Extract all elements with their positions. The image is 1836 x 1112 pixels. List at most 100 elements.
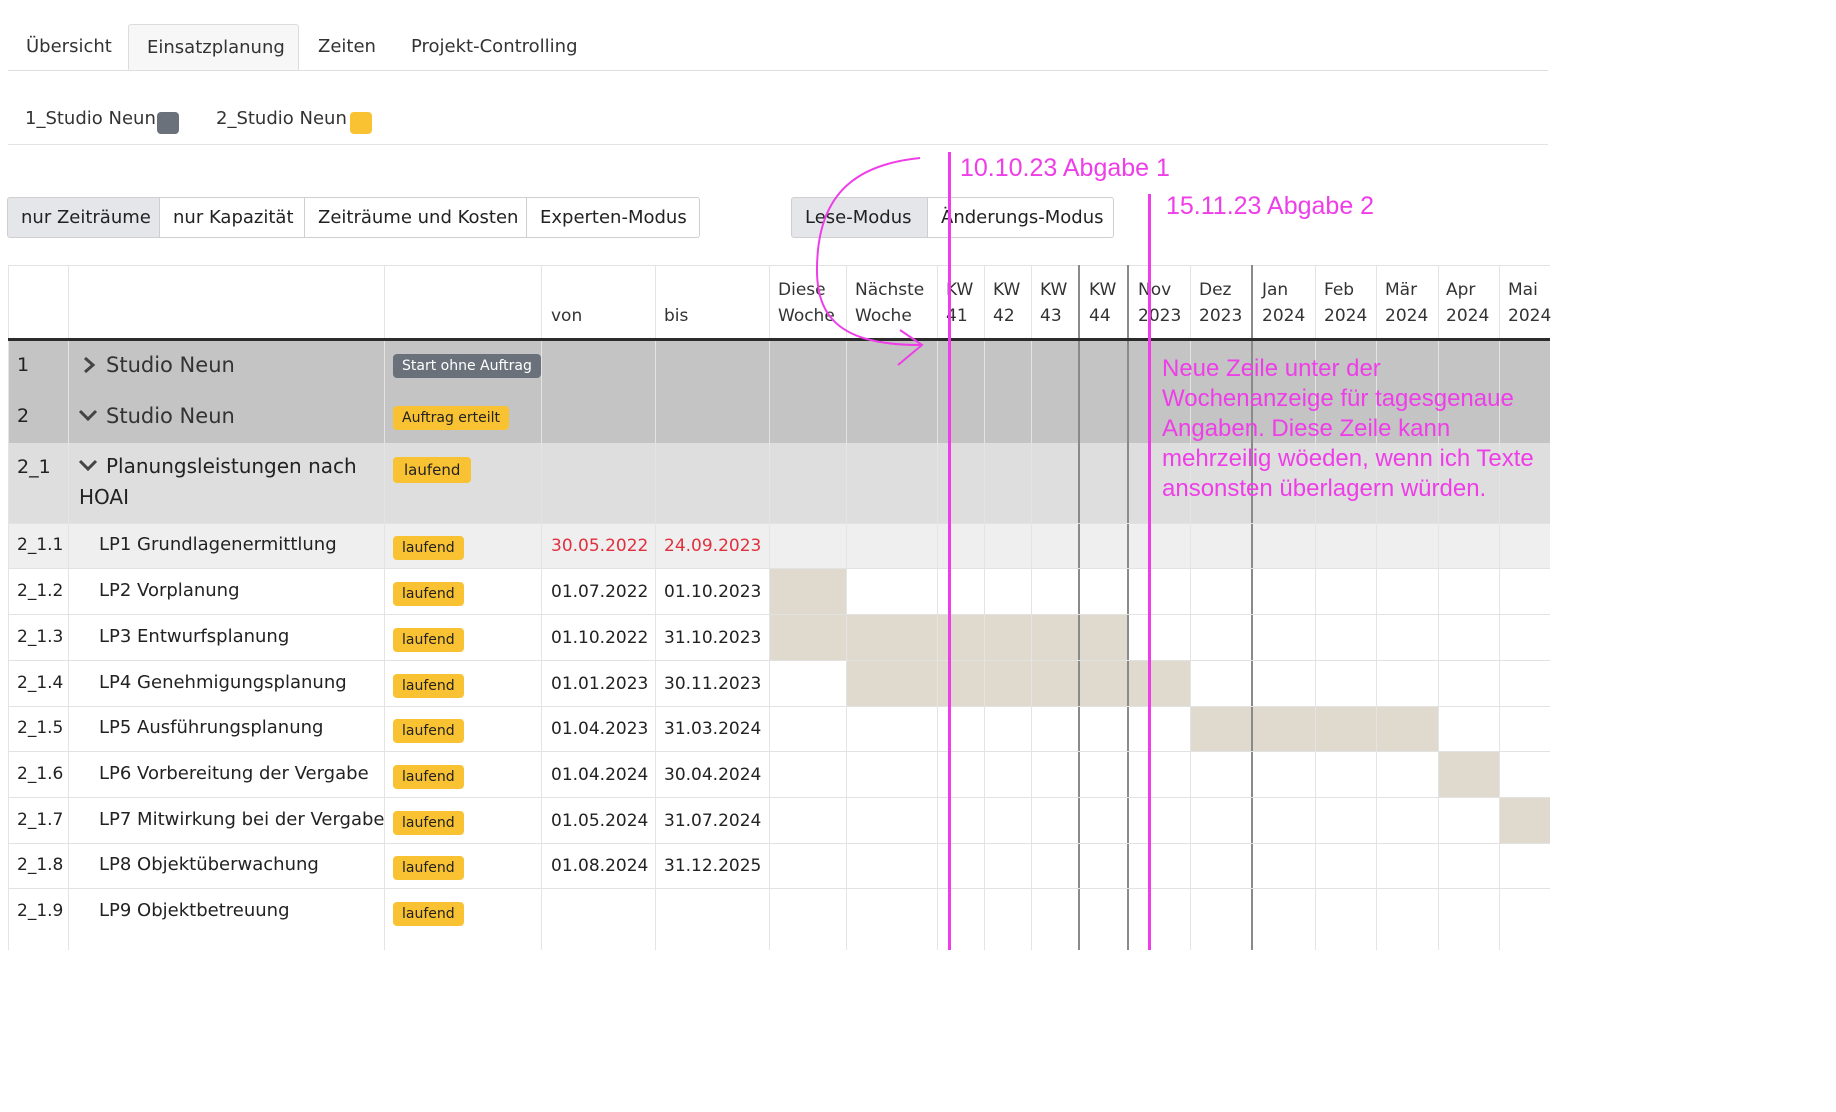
timeline-header-kw43: KW 43	[1040, 280, 1068, 326]
date-from: 01.04.2023	[551, 719, 649, 739]
row-name-continued: HOAI	[79, 485, 130, 509]
view-mode-group: nur Zeiträume nur Kapazität Zeiträume un…	[7, 197, 700, 238]
legend-label-1: 1_Studio Neun	[25, 108, 156, 129]
status-badge: laufend	[393, 582, 464, 606]
row-number: 2_1.7	[17, 810, 64, 830]
timeline-header-kw41: KW 41	[946, 280, 974, 326]
date-to: 30.11.2023	[664, 674, 762, 694]
timeline-header-dez-2023: Dez 2023	[1199, 280, 1243, 326]
status-badge: Auftrag erteilt	[393, 406, 510, 430]
view-mode-zeitraeume-button[interactable]: nur Zeiträume	[7, 197, 160, 238]
timeline-header-naechste-woche: Nächste Woche	[855, 280, 925, 326]
column-header-von: von	[551, 306, 583, 326]
legend: 1_Studio Neun 2_Studio Neun	[8, 96, 1548, 145]
planning-table: von bis Diese Woche Nächste Woche KW 41 KW 4…	[8, 265, 1552, 950]
gantt-bar-lp2[interactable]	[769, 569, 846, 614]
deadline-label-1: 10.10.23 Abgabe 1	[960, 154, 1170, 182]
legend-label-2: 2_Studio Neun	[216, 108, 347, 129]
gantt-bar-lp6[interactable]	[1438, 752, 1499, 797]
date-from: 01.01.2023	[551, 674, 649, 694]
row-number: 2_1.1	[17, 535, 64, 555]
row-name: LP2 Vorplanung	[99, 580, 240, 601]
row-name: LP3 Entwurfsplanung	[99, 626, 290, 647]
chevron-down-icon[interactable]	[78, 458, 98, 472]
timeline-header-nov-2023: Nov 2023	[1138, 280, 1182, 326]
row-number: 2_1.4	[17, 673, 64, 693]
date-from: 30.05.2022	[551, 536, 649, 556]
chevron-right-icon[interactable]	[82, 356, 96, 374]
tab-zeiten[interactable]: Zeiten	[318, 36, 376, 57]
aenderungs-modus-button[interactable]: Änderungs-Modus	[928, 197, 1114, 238]
row-number: 2_1.9	[17, 901, 64, 921]
deadline-marker-2	[1148, 194, 1151, 950]
legend-swatch-2	[350, 112, 372, 134]
legend-swatch-1	[157, 112, 179, 134]
tab-einsatzplanung[interactable]: Einsatzplanung	[128, 24, 299, 70]
date-to: 31.12.2025	[664, 856, 762, 876]
date-to: 31.07.2024	[664, 811, 762, 831]
view-mode-kosten-button[interactable]: Zeiträume und Kosten	[305, 197, 527, 238]
timeline-header-kw42: KW 42	[993, 280, 1021, 326]
status-badge: laufend	[393, 856, 464, 880]
deadline-marker-1	[948, 152, 951, 950]
status-badge: laufend	[393, 719, 464, 743]
row-number: 2_1.3	[17, 627, 64, 647]
row-number: 2_1.5	[17, 718, 64, 738]
edit-mode-group: Lese-Modus Änderungs-Modus	[791, 197, 1114, 238]
tab-uebersicht[interactable]: Übersicht	[26, 36, 112, 57]
row-number: 2_1.2	[17, 581, 64, 601]
timeline-header-feb-2024: Feb 2024	[1324, 280, 1368, 326]
row-name: LP6 Vorbereitung der Vergabe	[99, 763, 369, 784]
date-from: 01.07.2022	[551, 582, 649, 602]
status-badge: laufend	[393, 811, 464, 835]
row-name: LP9 Objektbetreuung	[99, 900, 290, 921]
row-number: 2_1.8	[17, 855, 64, 875]
status-badge: Start ohne Auftrag	[393, 354, 541, 378]
annotation-note: Neue Zeile unter der Wochenanzeige für t…	[1162, 355, 1534, 502]
date-to: 01.10.2023	[664, 582, 762, 602]
timeline-header-maer-2024: Mär 2024	[1385, 280, 1429, 326]
chevron-down-icon[interactable]	[78, 408, 98, 422]
gantt-bar-lp5[interactable]	[1190, 707, 1438, 752]
row-number: 1	[17, 354, 30, 376]
row-name: Studio Neun	[106, 353, 235, 377]
group-row-bg-2	[8, 392, 1550, 443]
row-name: LP4 Genehmigungsplanung	[99, 672, 347, 693]
gantt-bar-lp7[interactable]	[1499, 798, 1550, 843]
group-row-bg-1	[8, 341, 1550, 392]
timeline-header-mai-2024: Mai 2024	[1508, 280, 1552, 326]
row-number: 2_1.6	[17, 764, 64, 784]
date-to: 30.04.2024	[664, 765, 762, 785]
row-name: Studio Neun	[106, 404, 235, 428]
timeline-header-jan-2024: Jan 2024	[1262, 280, 1306, 326]
column-header-bis: bis	[664, 306, 689, 326]
row-bg-lp1	[8, 523, 1550, 569]
timeline-header-kw44: KW 44	[1089, 280, 1117, 326]
status-badge: laufend	[393, 628, 464, 652]
status-badge: laufend	[393, 674, 464, 698]
row-number: 2	[17, 405, 30, 427]
row-name: LP7 Mitwirkung bei der Vergabe	[99, 809, 385, 830]
date-to: 31.03.2024	[664, 719, 762, 739]
view-mode-experten-button[interactable]: Experten-Modus	[527, 197, 700, 238]
date-to: 31.10.2023	[664, 628, 762, 648]
row-name: LP8 Objektüberwachung	[99, 854, 319, 875]
deadline-label-2: 15.11.23 Abgabe 2	[1166, 192, 1375, 220]
status-badge: laufend	[393, 902, 464, 926]
view-mode-kapazitaet-button[interactable]: nur Kapazität	[160, 197, 305, 238]
status-badge: laufend	[393, 536, 464, 560]
lese-modus-button[interactable]: Lese-Modus	[791, 197, 928, 238]
timeline-header-diese-woche: Diese Woche	[778, 280, 835, 326]
tab-bar: Übersicht Einsatzplanung Zeiten Projekt-…	[8, 24, 1548, 71]
timeline-header-apr-2024: Apr 2024	[1446, 280, 1490, 326]
subgroup-row-bg	[8, 443, 1550, 523]
row-name: LP5 Ausführungsplanung	[99, 717, 324, 738]
gantt-bar-lp4[interactable]	[846, 661, 1190, 706]
status-badge: laufend	[393, 457, 472, 483]
row-number: 2_1	[17, 456, 51, 478]
header-divider	[8, 338, 1550, 341]
tab-projekt-controlling[interactable]: Projekt-Controlling	[411, 36, 578, 57]
status-badge: laufend	[393, 765, 464, 789]
date-from: 01.08.2024	[551, 856, 649, 876]
date-from: 01.10.2022	[551, 628, 649, 648]
